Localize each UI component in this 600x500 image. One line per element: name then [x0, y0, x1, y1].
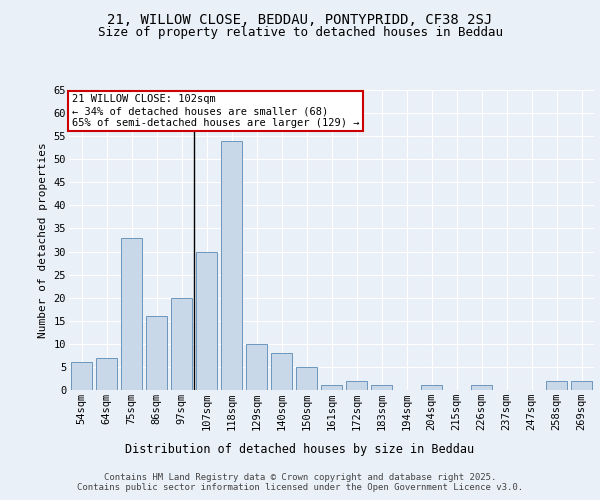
Bar — [471, 386, 492, 390]
Bar — [321, 386, 342, 390]
Bar — [146, 316, 167, 390]
Bar — [371, 386, 392, 390]
Text: Size of property relative to detached houses in Beddau: Size of property relative to detached ho… — [97, 26, 503, 39]
Bar — [271, 353, 292, 390]
Bar — [71, 362, 92, 390]
Bar — [421, 386, 442, 390]
Text: 21, WILLOW CLOSE, BEDDAU, PONTYPRIDD, CF38 2SJ: 21, WILLOW CLOSE, BEDDAU, PONTYPRIDD, CF… — [107, 12, 493, 26]
Text: 21 WILLOW CLOSE: 102sqm
← 34% of detached houses are smaller (68)
65% of semi-de: 21 WILLOW CLOSE: 102sqm ← 34% of detache… — [71, 94, 359, 128]
Bar — [246, 344, 267, 390]
Bar — [221, 141, 242, 390]
Y-axis label: Number of detached properties: Number of detached properties — [38, 142, 48, 338]
Bar — [196, 252, 217, 390]
Bar — [546, 381, 567, 390]
Bar — [296, 367, 317, 390]
Bar — [171, 298, 192, 390]
Bar — [571, 381, 592, 390]
Bar — [346, 381, 367, 390]
Bar — [121, 238, 142, 390]
Text: Distribution of detached houses by size in Beddau: Distribution of detached houses by size … — [125, 442, 475, 456]
Text: Contains HM Land Registry data © Crown copyright and database right 2025.
Contai: Contains HM Land Registry data © Crown c… — [77, 472, 523, 492]
Bar — [96, 358, 117, 390]
